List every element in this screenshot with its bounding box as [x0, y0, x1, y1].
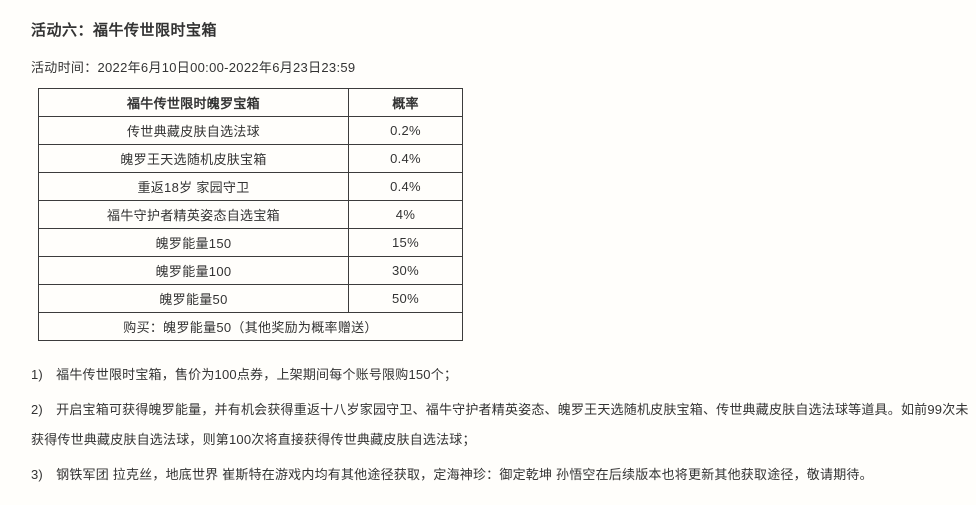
cell-rate: 4% [348, 200, 463, 229]
cell-rate: 50% [348, 284, 463, 313]
cell-rate: 30% [348, 256, 463, 285]
activity-time: 活动时间：2022年6月10日00:00-2022年6月23日23:59 [31, 60, 356, 75]
table-row: 魄罗王天选随机皮肤宝箱 0.4% [38, 144, 463, 173]
table-footer-purchase-note: 购买：魄罗能量50（其他奖励为概率赠送） [38, 312, 463, 341]
cell-item: 重返18岁 家园守卫 [38, 172, 349, 201]
cell-item: 魄罗能量100 [38, 256, 349, 285]
table-row: 重返18岁 家园守卫 0.4% [38, 172, 463, 201]
cell-rate: 15% [348, 228, 463, 257]
cell-item: 魄罗能量150 [38, 228, 349, 257]
cell-item: 魄罗王天选随机皮肤宝箱 [38, 144, 349, 173]
table-header-rate: 概率 [348, 88, 463, 117]
note-2: 2) 开启宝箱可获得魄罗能量，并有机会获得重返十八岁家园守卫、福牛守护者精英姿态… [31, 395, 969, 455]
table-row: 魄罗能量50 50% [38, 284, 463, 313]
page-title: 活动六：福牛传世限时宝箱 [31, 22, 218, 39]
cell-item: 传世典藏皮肤自选法球 [38, 116, 349, 145]
table-footer-row: 购买：魄罗能量50（其他奖励为概率赠送） [38, 312, 463, 341]
table-header-item: 福牛传世限时魄罗宝箱 [38, 88, 349, 117]
table-row: 传世典藏皮肤自选法球 0.2% [38, 116, 463, 145]
note-3-line-1: 3) 钢铁军团 拉克丝，地底世界 崔斯特在游戏内均有其他途径获取，定海神珍：御定… [31, 467, 873, 482]
table-row: 魄罗能量150 15% [38, 228, 463, 257]
note-2-line-2: 获得传世典藏皮肤自选法球，则第100次将直接获得传世典藏皮肤自选法球； [31, 432, 476, 447]
note-2-line-1: 2) 开启宝箱可获得魄罗能量，并有机会获得重返十八岁家园守卫、福牛守护者精英姿态… [31, 402, 969, 417]
cell-item: 福牛守护者精英姿态自选宝箱 [38, 200, 349, 229]
cell-rate: 0.4% [348, 144, 463, 173]
table-row: 福牛守护者精英姿态自选宝箱 4% [38, 200, 463, 229]
table-header-row: 福牛传世限时魄罗宝箱 概率 [38, 88, 463, 117]
cell-rate: 0.4% [348, 172, 463, 201]
cell-item: 魄罗能量50 [38, 284, 349, 313]
cell-rate: 0.2% [348, 116, 463, 145]
notes-section: 1) 福牛传世限时宝箱，售价为100点券，上架期间每个账号限购150个； 2) … [31, 360, 969, 490]
note-1: 1) 福牛传世限时宝箱，售价为100点券，上架期间每个账号限购150个； [31, 360, 956, 390]
note-3: 3) 钢铁军团 拉克丝，地底世界 崔斯特在游戏内均有其他途径获取，定海神珍：御定… [31, 460, 956, 490]
table-row: 魄罗能量100 30% [38, 256, 463, 285]
note-1-line-1: 1) 福牛传世限时宝箱，售价为100点券，上架期间每个账号限购150个； [31, 367, 458, 382]
probability-table: 福牛传世限时魄罗宝箱 概率 传世典藏皮肤自选法球 0.2% 魄罗王天选随机皮肤宝… [38, 88, 463, 341]
